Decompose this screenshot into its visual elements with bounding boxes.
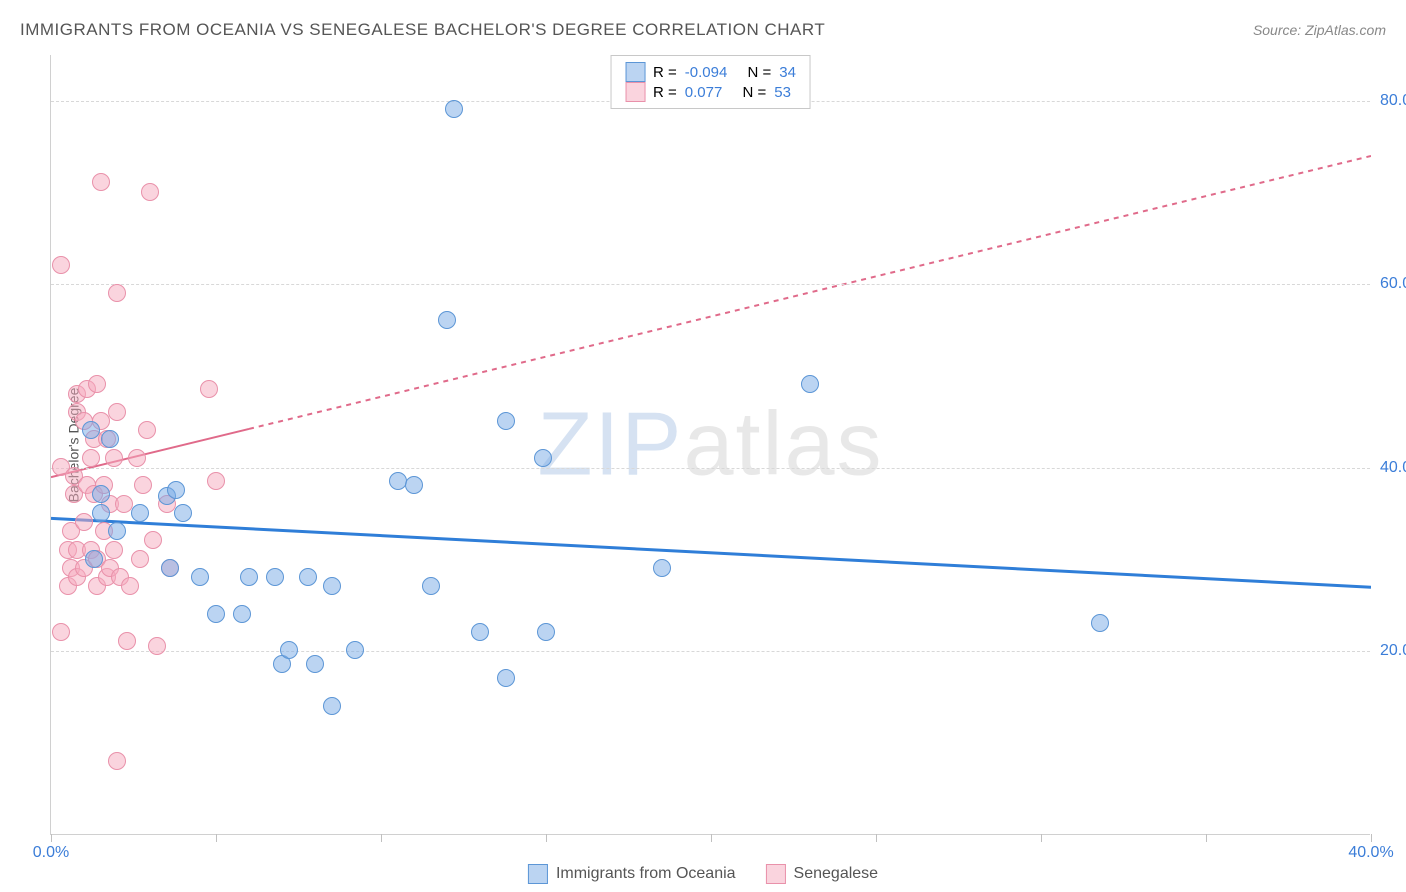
chart-header: IMMIGRANTS FROM OCEANIA VS SENEGALESE BA… (20, 20, 1386, 40)
data-point (108, 752, 126, 770)
data-point (280, 641, 298, 659)
data-point (134, 476, 152, 494)
data-point (82, 421, 100, 439)
data-point (438, 311, 456, 329)
x-tick-label: 0.0% (33, 844, 69, 862)
x-tick (51, 834, 52, 842)
legend-swatch-icon (625, 82, 645, 102)
data-point (128, 449, 146, 467)
data-point (497, 412, 515, 430)
correlation-legend: R = -0.094 N = 34 R = 0.077 N = 53 (610, 55, 811, 109)
grid-line (51, 651, 1370, 652)
source-label: Source: ZipAtlas.com (1253, 22, 1386, 38)
data-point (108, 284, 126, 302)
data-point (471, 623, 489, 641)
data-point (105, 541, 123, 559)
data-point (445, 100, 463, 118)
grid-line (51, 284, 1370, 285)
data-point (131, 504, 149, 522)
x-tick (876, 834, 877, 842)
data-point (207, 605, 225, 623)
x-tick-label: 40.0% (1348, 844, 1393, 862)
legend-row: R = 0.077 N = 53 (625, 82, 796, 102)
data-point (148, 637, 166, 655)
watermark: ZIPatlas (537, 393, 883, 496)
legend-item: Senegalese (766, 864, 879, 884)
data-point (75, 513, 93, 531)
data-point (497, 669, 515, 687)
data-point (389, 472, 407, 490)
legend-swatch-icon (625, 62, 645, 82)
grid-line (51, 468, 1370, 469)
data-point (167, 481, 185, 499)
data-point (52, 623, 70, 641)
x-tick (546, 834, 547, 842)
data-point (299, 568, 317, 586)
data-point (1091, 614, 1109, 632)
trend-lines (51, 55, 1371, 835)
legend-item: Immigrants from Oceania (528, 864, 736, 884)
data-point (240, 568, 258, 586)
chart-title: IMMIGRANTS FROM OCEANIA VS SENEGALESE BA… (20, 20, 825, 40)
data-point (108, 403, 126, 421)
data-point (118, 632, 136, 650)
x-tick (1206, 834, 1207, 842)
data-point (191, 568, 209, 586)
legend-swatch-icon (528, 864, 548, 884)
data-point (534, 449, 552, 467)
data-point (141, 183, 159, 201)
data-point (801, 375, 819, 393)
data-point (138, 421, 156, 439)
data-point (653, 559, 671, 577)
y-tick-label: 20.0% (1380, 642, 1406, 660)
data-point (233, 605, 251, 623)
legend-swatch-icon (766, 864, 786, 884)
data-point (92, 173, 110, 191)
data-point (82, 449, 100, 467)
data-point (422, 577, 440, 595)
data-point (101, 430, 119, 448)
data-point (105, 449, 123, 467)
data-point (85, 550, 103, 568)
legend-row: R = -0.094 N = 34 (625, 62, 796, 82)
x-tick (1041, 834, 1042, 842)
data-point (537, 623, 555, 641)
x-tick (216, 834, 217, 842)
data-point (92, 504, 110, 522)
series-legend: Immigrants from Oceania Senegalese (528, 864, 878, 884)
data-point (306, 655, 324, 673)
x-tick (711, 834, 712, 842)
data-point (200, 380, 218, 398)
x-tick (381, 834, 382, 842)
data-point (346, 641, 364, 659)
y-tick-label: 80.0% (1380, 92, 1406, 110)
plot-area: Bachelor's Degree ZIPatlas R = -0.094 N … (50, 55, 1370, 835)
data-point (323, 577, 341, 595)
data-point (266, 568, 284, 586)
data-point (405, 476, 423, 494)
data-point (92, 485, 110, 503)
data-point (52, 256, 70, 274)
data-point (323, 697, 341, 715)
data-point (174, 504, 192, 522)
data-point (115, 495, 133, 513)
data-point (207, 472, 225, 490)
y-tick-label: 60.0% (1380, 275, 1406, 293)
data-point (121, 577, 139, 595)
data-point (144, 531, 162, 549)
data-point (88, 375, 106, 393)
x-tick (1371, 834, 1372, 842)
data-point (108, 522, 126, 540)
data-point (161, 559, 179, 577)
data-point (131, 550, 149, 568)
y-tick-label: 40.0% (1380, 459, 1406, 477)
